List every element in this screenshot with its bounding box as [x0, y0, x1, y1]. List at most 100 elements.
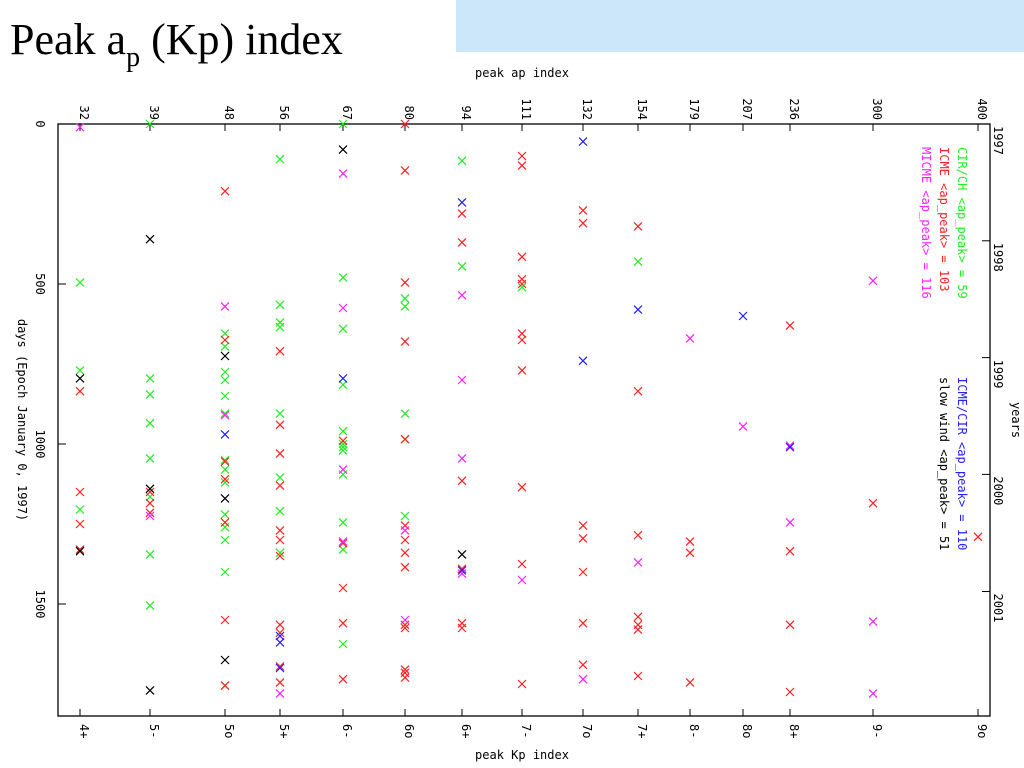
- point-stroke: [400, 293, 410, 303]
- data-point: [338, 303, 348, 313]
- day-tick-label: 1000: [33, 430, 47, 459]
- data-point: [275, 449, 285, 459]
- data-point: [220, 615, 230, 625]
- data-point: [220, 375, 230, 385]
- data-point: [517, 329, 527, 339]
- data-point: [220, 465, 230, 475]
- data-point: [275, 535, 285, 545]
- point-stroke: [275, 300, 285, 310]
- data-point: [75, 373, 85, 383]
- data-point: [517, 252, 527, 262]
- point-stroke: [275, 637, 285, 647]
- legend-entry: ICME <ap_peak> = 103: [937, 147, 951, 292]
- data-point: [400, 665, 410, 675]
- data-point: [338, 538, 348, 548]
- data-point: [275, 663, 285, 673]
- data-point: [220, 474, 230, 484]
- data-point: [145, 601, 155, 611]
- point-stroke: [633, 557, 643, 567]
- data-point: [220, 509, 230, 519]
- slide-title: Peak ap (Kp) index: [10, 15, 343, 73]
- data-point: [633, 671, 643, 681]
- data-point: [75, 519, 85, 529]
- data-point: [517, 279, 527, 289]
- data-point: [145, 484, 155, 494]
- point-stroke: [338, 119, 348, 129]
- point-stroke: [338, 145, 348, 155]
- point-stroke: [868, 689, 878, 699]
- point-stroke: [785, 546, 795, 556]
- point-stroke: [75, 373, 85, 383]
- point-stroke: [275, 620, 285, 630]
- point-stroke: [338, 436, 348, 446]
- data-point: [75, 122, 85, 132]
- point-stroke: [400, 673, 410, 683]
- data-point: [75, 546, 85, 556]
- data-point: [338, 145, 348, 155]
- point-stroke: [145, 508, 155, 518]
- legend-entry: MICME <ap_peak> = 116: [919, 147, 933, 299]
- point-stroke: [400, 665, 410, 675]
- point-stroke: [578, 533, 588, 543]
- point-stroke: [578, 674, 588, 684]
- data-point: [75, 545, 85, 555]
- data-point: [738, 421, 748, 431]
- point-stroke: [75, 386, 85, 396]
- data-point: [517, 679, 527, 689]
- point-stroke: [75, 546, 85, 556]
- point-stroke: [633, 530, 643, 540]
- data-point: [868, 498, 878, 508]
- data-point: [338, 169, 348, 179]
- data-point: [517, 151, 527, 161]
- kp-tick-label: 7o: [580, 724, 594, 738]
- point-stroke: [220, 493, 230, 503]
- data-point: [973, 532, 983, 542]
- data-point: [633, 257, 643, 267]
- point-stroke: [457, 476, 467, 486]
- data-point: [517, 482, 527, 492]
- data-point: [457, 476, 467, 486]
- point-stroke: [338, 537, 348, 547]
- point-stroke: [220, 655, 230, 665]
- data-point: [275, 481, 285, 491]
- data-point: [400, 165, 410, 175]
- point-stroke: [338, 538, 348, 548]
- data-point: [275, 525, 285, 535]
- year-tick-label: 2000: [991, 476, 1005, 505]
- point-stroke: [220, 186, 230, 196]
- point-stroke: [633, 625, 643, 635]
- data-point: [220, 367, 230, 377]
- point-stroke: [685, 333, 695, 343]
- top-axis-label: peak ap index: [475, 66, 569, 80]
- data-point: [457, 565, 467, 575]
- point-stroke: [578, 205, 588, 215]
- ap-tick-label: 67: [340, 106, 354, 120]
- data-point: [685, 548, 695, 558]
- point-stroke: [220, 429, 230, 439]
- data-point: [457, 197, 467, 207]
- point-stroke: [785, 687, 795, 697]
- data-point: [785, 441, 795, 451]
- data-point: [457, 453, 467, 463]
- point-stroke: [220, 335, 230, 345]
- point-stroke: [578, 660, 588, 670]
- point-stroke: [517, 279, 527, 289]
- data-point: [220, 329, 230, 339]
- data-point: [338, 373, 348, 383]
- point-stroke: [275, 551, 285, 561]
- point-stroke: [338, 465, 348, 475]
- point-stroke: [338, 373, 348, 383]
- data-point: [275, 661, 285, 671]
- point-stroke: [517, 679, 527, 689]
- data-point: [785, 442, 795, 452]
- point-stroke: [868, 498, 878, 508]
- data-point: [400, 409, 410, 419]
- point-stroke: [517, 365, 527, 375]
- point-stroke: [517, 575, 527, 585]
- data-point: [275, 620, 285, 630]
- data-point: [220, 391, 230, 401]
- point-stroke: [145, 685, 155, 695]
- data-point: [75, 487, 85, 497]
- point-stroke: [338, 545, 348, 555]
- point-stroke: [75, 519, 85, 529]
